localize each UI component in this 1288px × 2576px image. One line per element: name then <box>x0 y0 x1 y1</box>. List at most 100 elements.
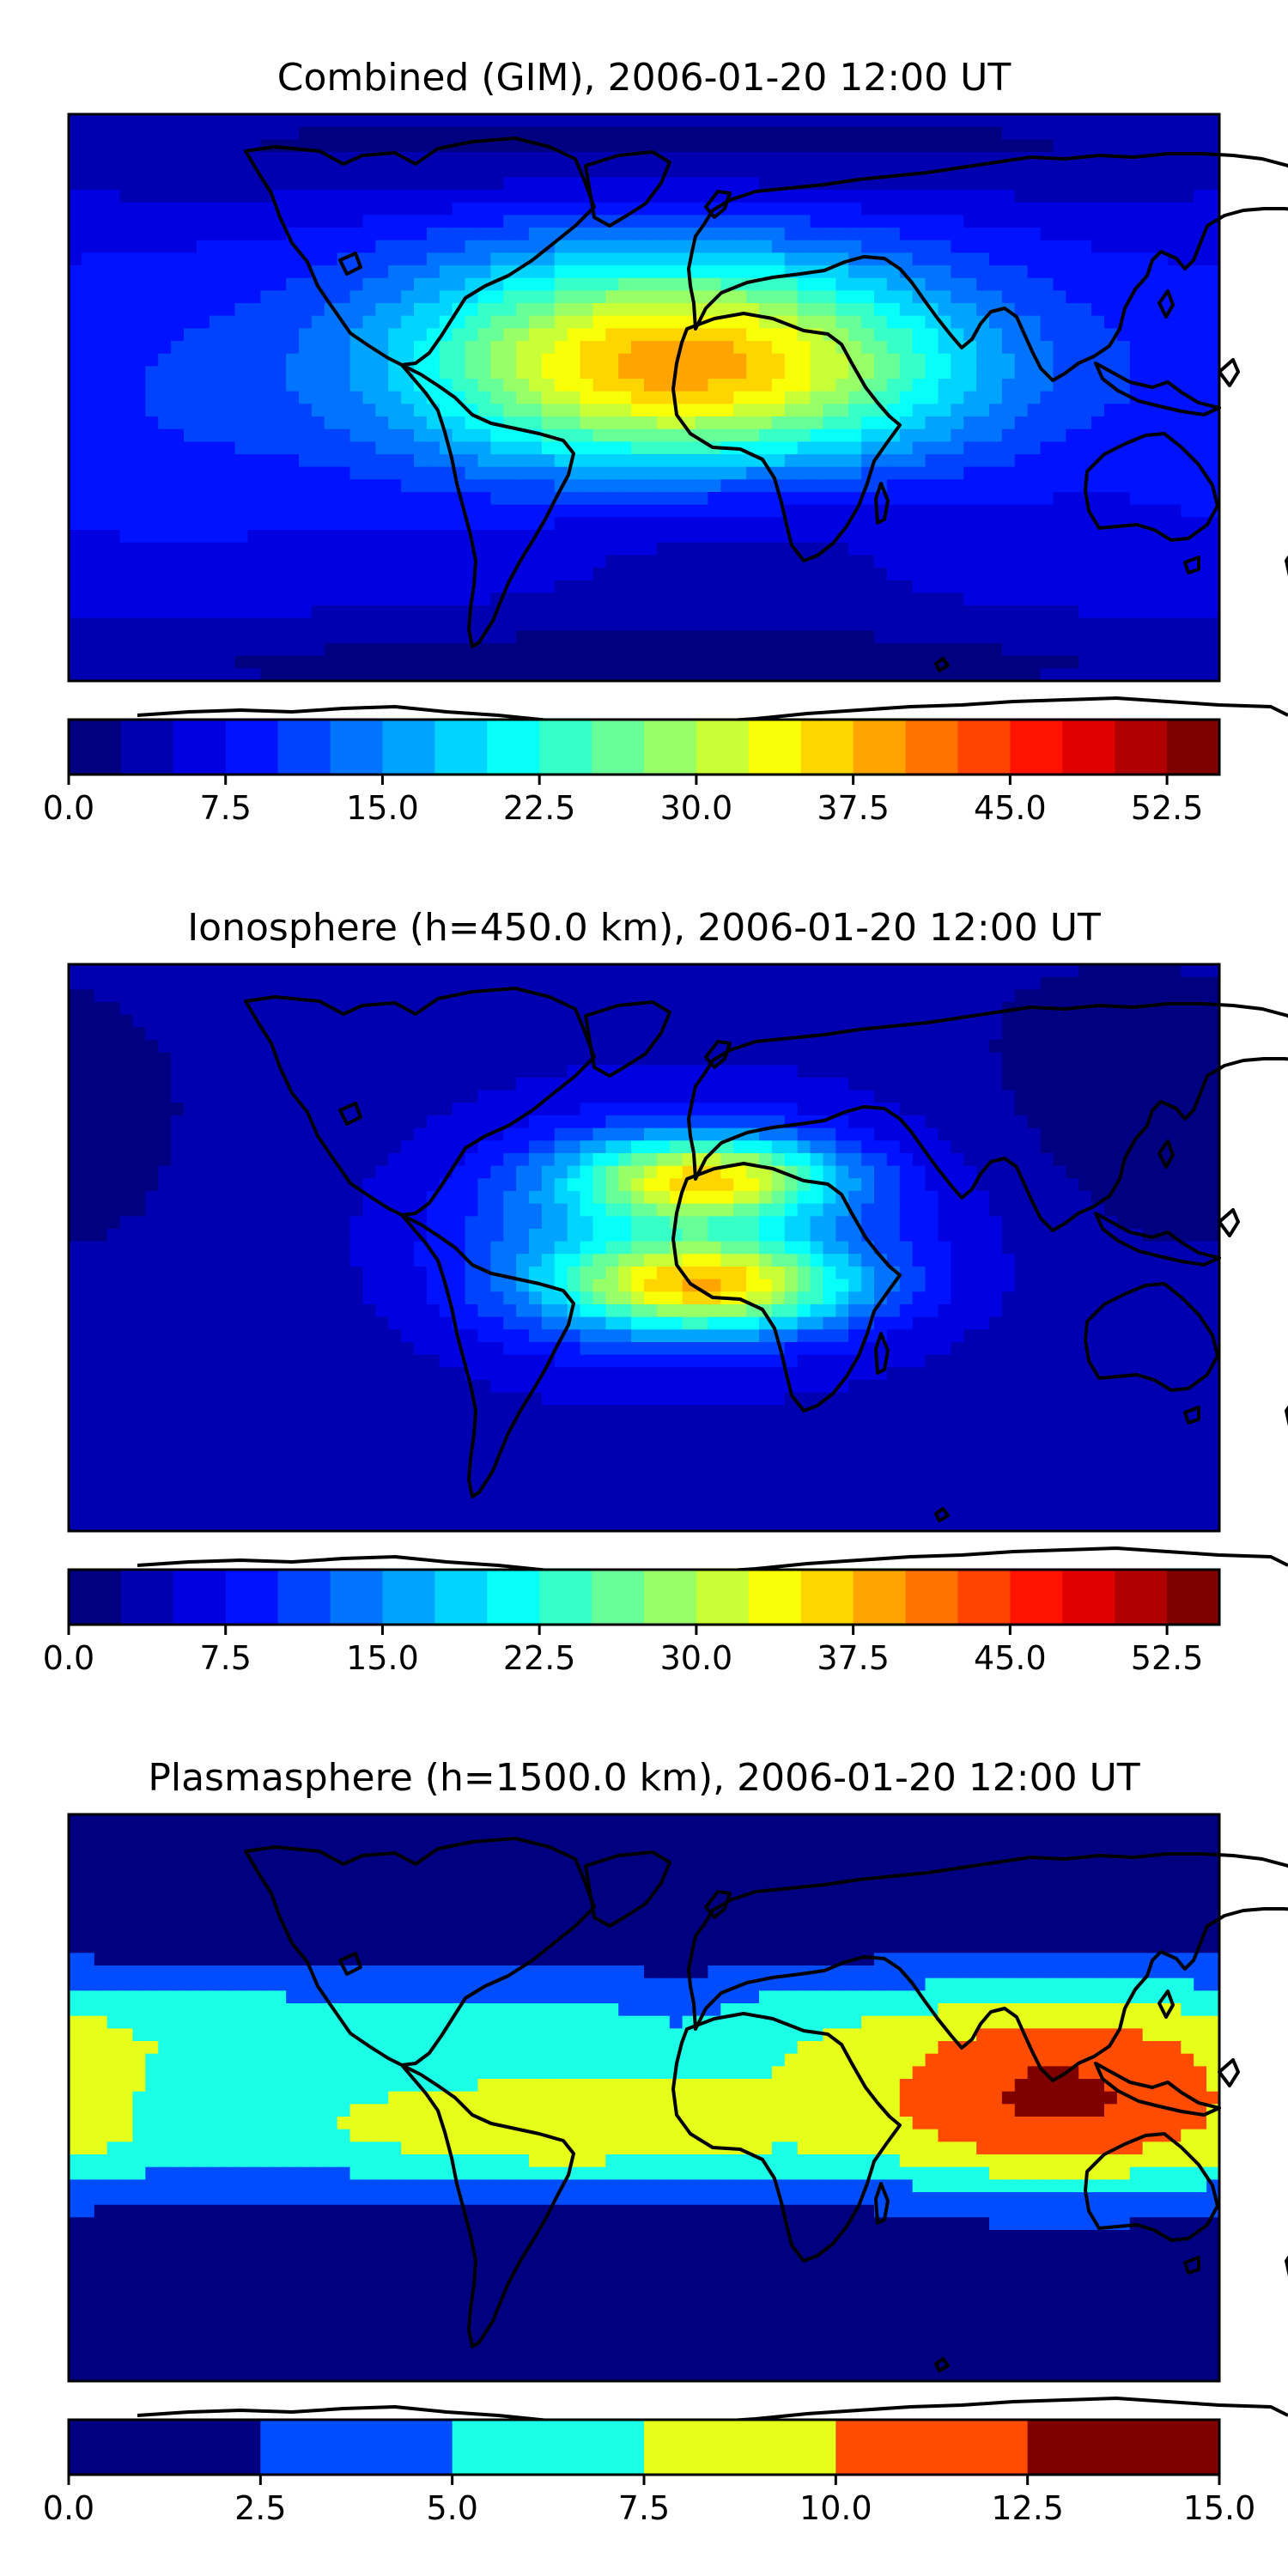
heatmap-cell <box>94 964 108 978</box>
heatmap-cell <box>580 416 594 430</box>
heatmap-cell <box>861 976 875 990</box>
heatmap-cell <box>720 1014 734 1028</box>
heatmap-cell <box>976 555 990 568</box>
heatmap-cell <box>1040 404 1054 417</box>
heatmap-cell <box>1116 240 1131 253</box>
heatmap-cell <box>733 1002 747 1016</box>
heatmap-cell <box>439 1014 453 1028</box>
heatmap-cell <box>1168 328 1182 342</box>
heatmap-cell <box>1129 265 1144 279</box>
heatmap-cell <box>234 643 249 657</box>
heatmap-cell <box>733 202 747 216</box>
heatmap-cell <box>605 517 619 531</box>
heatmap-cell <box>899 303 914 317</box>
heatmap-cell <box>886 152 901 166</box>
heatmap-cell <box>119 341 134 355</box>
heatmap-cell <box>1001 592 1016 606</box>
heatmap-cell <box>720 366 734 380</box>
heatmap-cell <box>1168 202 1182 216</box>
heatmap-cell <box>1168 976 1182 990</box>
heatmap-cell <box>349 441 364 455</box>
heatmap-cell <box>938 1040 951 1054</box>
heatmap-cell <box>861 1078 875 1091</box>
heatmap-cell <box>426 605 440 619</box>
heatmap-cell <box>1168 190 1182 204</box>
heatmap-cell <box>1014 228 1029 241</box>
heatmap-cell <box>299 177 313 191</box>
heatmap-cell <box>874 379 888 392</box>
heatmap-cell <box>260 328 274 342</box>
heatmap-cell <box>541 277 556 291</box>
heatmap-cell <box>656 215 671 228</box>
heatmap-cell <box>682 605 696 619</box>
heatmap-cell <box>784 643 799 657</box>
heatmap-cell <box>605 190 619 204</box>
heatmap-cell <box>592 265 606 279</box>
heatmap-cell <box>529 568 543 581</box>
heatmap-cell <box>848 964 862 978</box>
heatmap-cell <box>349 517 364 531</box>
heatmap-cell <box>592 1078 606 1091</box>
heatmap-cell <box>324 964 338 978</box>
heatmap-cell <box>247 303 261 317</box>
heatmap-cell <box>196 668 210 682</box>
heatmap-cell <box>963 240 977 253</box>
heatmap-cell <box>1027 290 1042 304</box>
heatmap-cell <box>912 164 927 178</box>
heatmap-cell <box>414 341 428 355</box>
heatmap-cell <box>912 976 927 990</box>
heatmap-cell <box>592 568 606 581</box>
heatmap-cell <box>618 277 632 291</box>
heatmap-cell <box>541 303 556 317</box>
heatmap-cell <box>260 152 274 166</box>
heatmap-cell <box>771 252 786 266</box>
heatmap-cell <box>835 568 849 581</box>
heatmap-cell <box>529 964 543 978</box>
heatmap-cell <box>899 1027 914 1041</box>
heatmap-cell <box>1027 328 1042 342</box>
heatmap-cell <box>938 353 951 367</box>
heatmap-cell <box>184 492 197 506</box>
heatmap-cell <box>337 479 351 493</box>
heatmap-cell <box>273 265 287 279</box>
heatmap-cell <box>1066 655 1079 669</box>
heatmap-cell <box>119 454 134 468</box>
heatmap-cell <box>337 290 351 304</box>
heatmap-cell <box>426 428 440 442</box>
heatmap-cell <box>925 441 939 455</box>
heatmap-cell <box>1181 126 1194 140</box>
heatmap-cell <box>1104 114 1118 128</box>
heatmap-cell <box>874 964 888 978</box>
heatmap-cell <box>631 1014 645 1028</box>
heatmap-cell <box>1066 492 1079 506</box>
heatmap-cell <box>631 655 645 669</box>
heatmap-cell <box>951 454 964 468</box>
heatmap-cell <box>823 366 836 380</box>
heatmap-cell <box>1001 492 1016 506</box>
heatmap-cell <box>886 1065 901 1078</box>
heatmap-cell <box>1066 1040 1079 1054</box>
heatmap-cell <box>209 428 223 442</box>
heatmap-cell <box>119 114 134 128</box>
heatmap-cell <box>848 290 862 304</box>
heatmap-cell <box>759 592 773 606</box>
heatmap-cell <box>69 428 82 442</box>
heatmap-cell <box>989 190 1003 204</box>
heatmap-cell <box>260 1078 274 1091</box>
heatmap-cell <box>286 1052 300 1066</box>
heatmap-cell <box>1168 542 1182 556</box>
heatmap-cell <box>1078 454 1092 468</box>
heatmap-cell <box>324 517 338 531</box>
heatmap-cell <box>951 617 964 631</box>
heatmap-cell <box>1001 202 1016 216</box>
heatmap-cell <box>1155 366 1170 380</box>
heatmap-cell <box>286 643 300 657</box>
heatmap-cell <box>899 568 914 581</box>
heatmap-cell <box>1053 215 1066 228</box>
heatmap-cell <box>861 139 875 153</box>
heatmap-cell <box>452 152 466 166</box>
heatmap-cell <box>580 504 594 518</box>
heatmap-cell <box>797 290 811 304</box>
heatmap-cell <box>618 114 632 128</box>
heatmap-cell <box>349 530 364 544</box>
